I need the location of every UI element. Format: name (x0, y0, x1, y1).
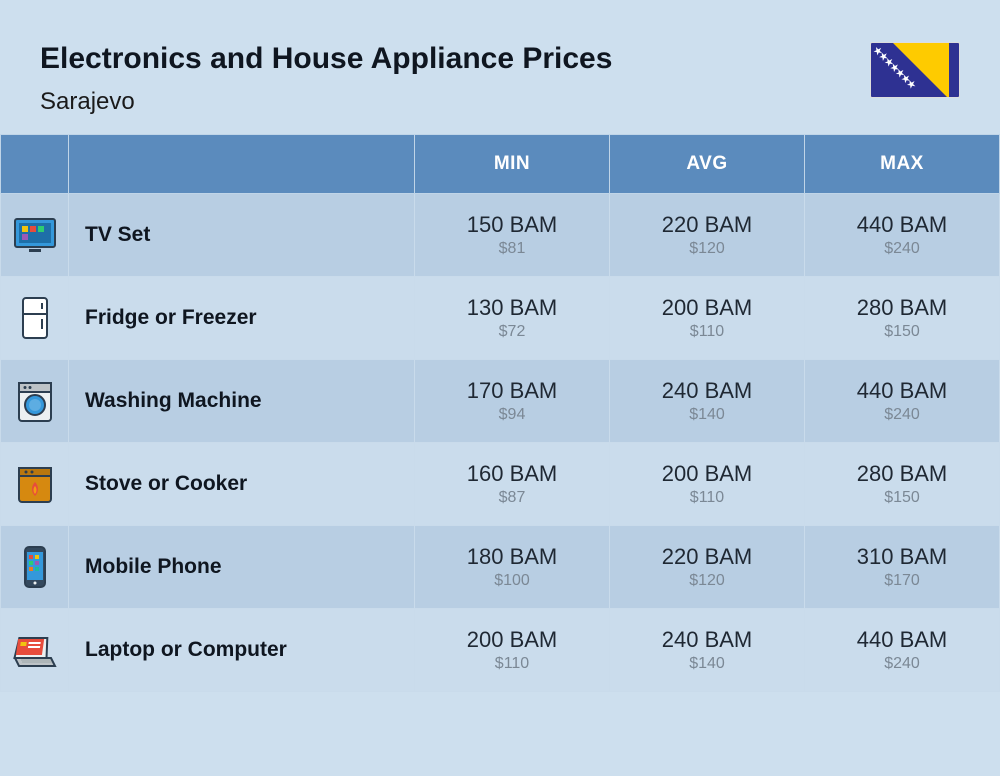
price-bam: 200 BAM (610, 295, 804, 321)
price-usd: $110 (415, 655, 609, 673)
price-bam: 220 BAM (610, 212, 804, 238)
price-bam: 160 BAM (415, 461, 609, 487)
price-table: MIN AVG MAX TV Set 150 BAM $81 220 BAM $… (0, 134, 1000, 692)
col-min: MIN (415, 135, 610, 194)
price-usd: $120 (610, 240, 804, 258)
tv-icon (11, 211, 59, 259)
col-max: MAX (805, 135, 1000, 194)
price-bam: 200 BAM (610, 461, 804, 487)
row-icon-cell (1, 526, 69, 609)
price-usd: $240 (805, 240, 999, 258)
row-name: Stove or Cooker (69, 443, 415, 526)
price-usd: $110 (610, 489, 804, 507)
price-bam: 280 BAM (805, 461, 999, 487)
price-bam: 150 BAM (415, 212, 609, 238)
row-max: 440 BAM $240 (805, 609, 1000, 692)
table-row: Mobile Phone 180 BAM $100 220 BAM $120 3… (1, 526, 1000, 609)
price-bam: 440 BAM (805, 212, 999, 238)
table-row: Washing Machine 170 BAM $94 240 BAM $140… (1, 360, 1000, 443)
price-usd: $100 (415, 572, 609, 590)
col-icon (1, 135, 69, 194)
row-max: 280 BAM $150 (805, 277, 1000, 360)
price-bam: 180 BAM (415, 544, 609, 570)
flag-icon: ★★★★★★★ (870, 42, 960, 98)
stove-icon (11, 460, 59, 508)
price-usd: $240 (805, 655, 999, 673)
row-icon-cell (1, 360, 69, 443)
price-usd: $94 (415, 406, 609, 424)
price-usd: $120 (610, 572, 804, 590)
price-bam: 240 BAM (610, 627, 804, 653)
row-max: 310 BAM $170 (805, 526, 1000, 609)
row-avg: 220 BAM $120 (610, 194, 805, 277)
row-name: Fridge or Freezer (69, 277, 415, 360)
row-avg: 240 BAM $140 (610, 609, 805, 692)
price-bam: 440 BAM (805, 627, 999, 653)
price-usd: $110 (610, 323, 804, 341)
header-text: Electronics and House Appliance Prices S… (40, 42, 612, 116)
fridge-icon (11, 294, 59, 342)
row-avg: 200 BAM $110 (610, 277, 805, 360)
row-avg: 220 BAM $120 (610, 526, 805, 609)
row-min: 130 BAM $72 (415, 277, 610, 360)
price-usd: $81 (415, 240, 609, 258)
header: Electronics and House Appliance Prices S… (0, 0, 1000, 134)
price-bam: 200 BAM (415, 627, 609, 653)
page-subtitle: Sarajevo (40, 88, 612, 116)
col-name (69, 135, 415, 194)
price-usd: $140 (610, 655, 804, 673)
price-bam: 130 BAM (415, 295, 609, 321)
row-icon-cell (1, 277, 69, 360)
row-name: Washing Machine (69, 360, 415, 443)
row-name: Laptop or Computer (69, 609, 415, 692)
col-avg: AVG (610, 135, 805, 194)
price-bam: 220 BAM (610, 544, 804, 570)
row-min: 180 BAM $100 (415, 526, 610, 609)
price-usd: $87 (415, 489, 609, 507)
row-icon-cell (1, 443, 69, 526)
price-usd: $170 (805, 572, 999, 590)
row-min: 170 BAM $94 (415, 360, 610, 443)
price-usd: $72 (415, 323, 609, 341)
washing-icon (11, 377, 59, 425)
price-bam: 170 BAM (415, 378, 609, 404)
phone-icon (11, 543, 59, 591)
price-usd: $140 (610, 406, 804, 424)
row-min: 160 BAM $87 (415, 443, 610, 526)
row-name: TV Set (69, 194, 415, 277)
row-min: 150 BAM $81 (415, 194, 610, 277)
row-max: 280 BAM $150 (805, 443, 1000, 526)
price-bam: 310 BAM (805, 544, 999, 570)
price-usd: $240 (805, 406, 999, 424)
price-bam: 440 BAM (805, 378, 999, 404)
row-min: 200 BAM $110 (415, 609, 610, 692)
row-avg: 200 BAM $110 (610, 443, 805, 526)
table-row: Laptop or Computer 200 BAM $110 240 BAM … (1, 609, 1000, 692)
price-usd: $150 (805, 323, 999, 341)
price-bam: 280 BAM (805, 295, 999, 321)
row-icon-cell (1, 609, 69, 692)
row-max: 440 BAM $240 (805, 194, 1000, 277)
price-usd: $150 (805, 489, 999, 507)
table-row: TV Set 150 BAM $81 220 BAM $120 440 BAM … (1, 194, 1000, 277)
table-row: Stove or Cooker 160 BAM $87 200 BAM $110… (1, 443, 1000, 526)
page-title: Electronics and House Appliance Prices (40, 42, 612, 76)
price-bam: 240 BAM (610, 378, 804, 404)
table-row: Fridge or Freezer 130 BAM $72 200 BAM $1… (1, 277, 1000, 360)
table-header-row: MIN AVG MAX (1, 135, 1000, 194)
row-max: 440 BAM $240 (805, 360, 1000, 443)
row-icon-cell (1, 194, 69, 277)
row-avg: 240 BAM $140 (610, 360, 805, 443)
laptop-icon (11, 626, 59, 674)
row-name: Mobile Phone (69, 526, 415, 609)
